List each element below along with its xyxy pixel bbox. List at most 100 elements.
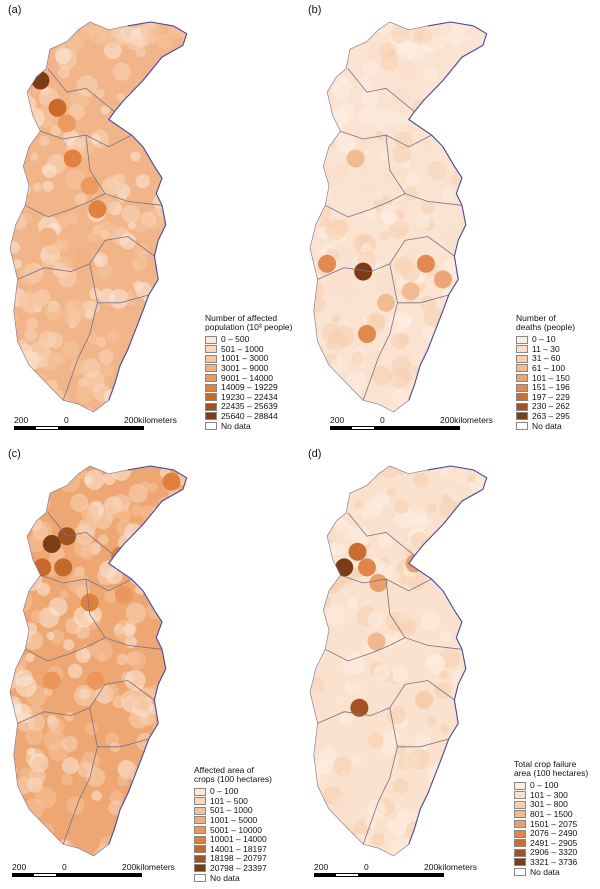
county	[336, 821, 355, 839]
county	[67, 472, 76, 481]
legend-title-line: population (10³ people)	[205, 321, 293, 332]
scale-label-mid: 0	[380, 415, 385, 425]
county	[42, 163, 57, 179]
legend-label: 2076 – 2490	[530, 828, 578, 839]
county	[383, 508, 396, 521]
county	[43, 839, 57, 853]
county	[365, 498, 384, 516]
legend-item: 19230 – 22434	[205, 392, 292, 402]
county	[380, 54, 399, 72]
county	[19, 391, 30, 402]
legend-item: 101 – 150	[516, 373, 575, 383]
legend-item: 101 – 500	[194, 796, 272, 806]
county	[28, 380, 45, 398]
county	[346, 398, 362, 412]
county	[472, 511, 483, 522]
county	[462, 60, 485, 83]
county	[450, 566, 468, 584]
county	[23, 389, 45, 412]
county	[149, 368, 161, 379]
county	[18, 350, 40, 372]
county	[489, 107, 501, 119]
county	[363, 22, 374, 31]
county	[332, 79, 353, 100]
county	[34, 521, 53, 540]
county	[65, 169, 86, 190]
county	[326, 605, 346, 626]
county-hotspot	[42, 671, 61, 690]
scale-label-left: 200	[330, 415, 345, 425]
county	[139, 397, 151, 409]
legend-swatch	[194, 873, 206, 882]
county	[144, 554, 165, 575]
county	[429, 387, 440, 398]
county	[49, 124, 62, 136]
county	[75, 384, 95, 404]
county	[189, 288, 203, 302]
county	[15, 125, 29, 140]
county	[439, 670, 449, 680]
county	[165, 66, 177, 78]
scale-label-left: 200	[14, 415, 29, 425]
county	[403, 186, 419, 202]
county	[458, 59, 480, 82]
county	[130, 803, 150, 823]
county	[38, 607, 60, 628]
county	[463, 653, 483, 673]
county	[395, 312, 412, 329]
county	[140, 397, 154, 412]
county	[485, 756, 487, 766]
province-boundary	[40, 574, 132, 592]
province-boundary	[325, 193, 406, 218]
county	[167, 264, 182, 279]
county	[162, 798, 172, 807]
county	[132, 261, 142, 271]
county	[146, 107, 165, 126]
county	[393, 680, 415, 703]
county	[138, 777, 153, 791]
county	[477, 380, 487, 401]
county	[58, 66, 70, 79]
county	[183, 387, 187, 408]
county	[183, 514, 187, 536]
county	[163, 802, 176, 816]
county	[338, 75, 347, 84]
county	[379, 150, 390, 161]
county	[467, 87, 481, 101]
county	[462, 831, 477, 845]
county	[104, 589, 118, 603]
county	[10, 623, 21, 634]
scale-bar: 200 0 200kilometers	[330, 415, 500, 430]
legend-item: 0 – 10	[516, 335, 575, 345]
county	[430, 338, 453, 361]
county	[427, 502, 437, 513]
county	[442, 579, 455, 593]
county	[350, 623, 363, 636]
legend-label: 5001 – 10000	[210, 824, 262, 835]
legend-swatch	[194, 806, 206, 815]
county	[106, 329, 120, 343]
county	[310, 390, 316, 399]
county	[429, 801, 441, 813]
county	[125, 602, 147, 624]
county	[406, 171, 421, 186]
county	[314, 54, 328, 68]
county	[93, 252, 108, 268]
province-boundary	[85, 579, 163, 650]
legend-title: Number of deaths (people)	[516, 314, 575, 332]
county	[130, 344, 148, 362]
county	[100, 26, 122, 49]
county	[476, 322, 487, 344]
county	[371, 832, 385, 847]
county	[176, 824, 187, 839]
county	[383, 635, 397, 649]
county	[357, 75, 372, 90]
county	[437, 99, 459, 122]
county	[484, 200, 487, 220]
legend-item: 2906 – 3320	[514, 848, 588, 858]
county	[18, 38, 38, 58]
legend-swatch	[514, 867, 526, 876]
county	[158, 362, 180, 384]
county	[484, 466, 487, 473]
county	[490, 573, 500, 583]
